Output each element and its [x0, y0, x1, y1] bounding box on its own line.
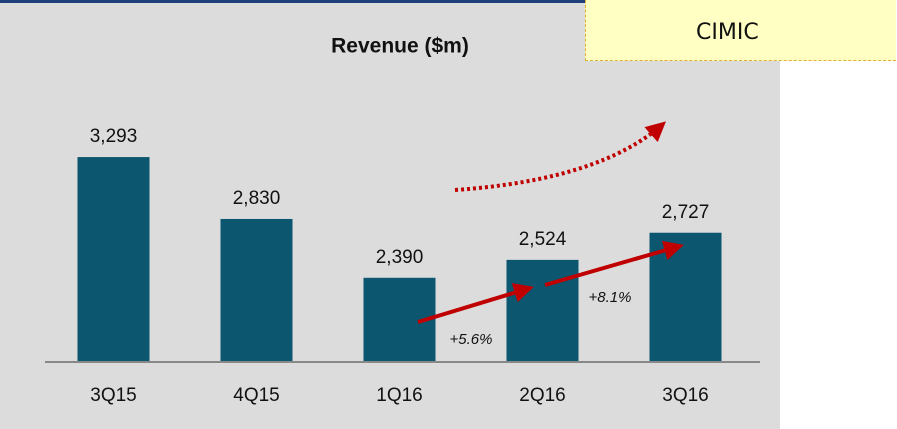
x-tick-label: 3Q15 [90, 385, 136, 406]
bar [77, 157, 150, 362]
x-tick-label: 2Q16 [519, 385, 565, 406]
annotation: +5.6% [450, 331, 493, 348]
x-tick-label: 1Q16 [376, 385, 422, 406]
label-box: CIMIC [585, 0, 896, 61]
arrow [417, 283, 534, 324]
x-tick-label: 4Q15 [233, 385, 279, 406]
annotation: +8.1% [589, 289, 632, 306]
x-tick-label: 3Q16 [662, 385, 708, 406]
value-label: 3,293 [90, 126, 138, 147]
value-label: 2,390 [376, 247, 424, 268]
value-label: 2,727 [662, 202, 710, 223]
arrow [544, 240, 684, 287]
bar [649, 232, 722, 362]
chart-title: Revenue ($m) [331, 35, 469, 58]
dotted-arrow [454, 121, 666, 192]
value-label: 2,830 [233, 188, 281, 209]
bar [506, 259, 579, 362]
value-label: 2,524 [519, 229, 567, 250]
bar [220, 218, 293, 362]
top-rule [0, 0, 590, 3]
